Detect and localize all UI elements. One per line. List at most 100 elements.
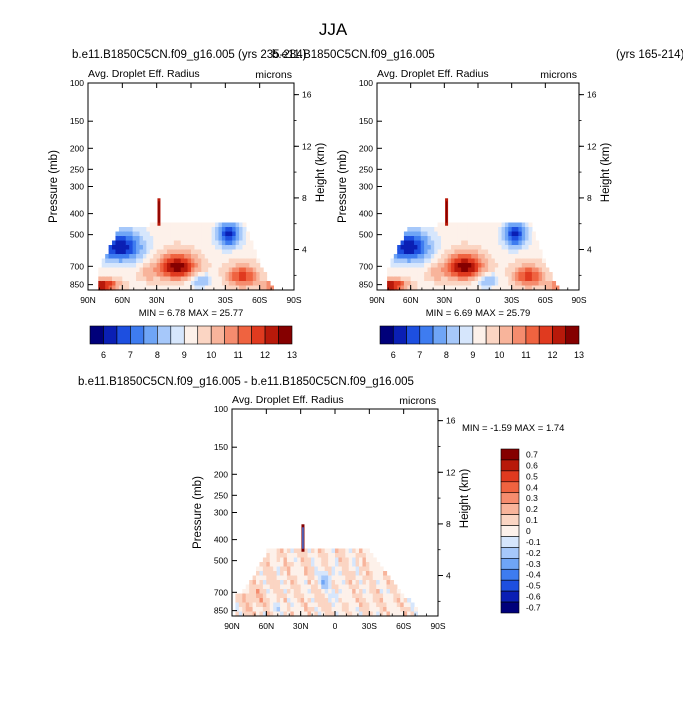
field-cell xyxy=(242,272,247,278)
field-cell xyxy=(420,236,425,242)
field-cell xyxy=(494,240,499,246)
field-cell xyxy=(393,276,398,282)
field-cell xyxy=(372,602,377,608)
field-cell xyxy=(328,598,333,604)
field-cell xyxy=(273,557,278,563)
field-cell xyxy=(314,548,319,554)
field-cell xyxy=(238,602,243,608)
field-cell xyxy=(467,272,472,278)
field-cell xyxy=(447,236,452,242)
field-cell xyxy=(170,227,175,233)
field-cell xyxy=(379,584,384,590)
field-cell xyxy=(276,566,281,572)
field-cell xyxy=(98,276,103,282)
field-cell xyxy=(239,272,244,278)
field-cell xyxy=(118,258,123,264)
field-cell xyxy=(376,571,381,577)
field-cell xyxy=(314,575,319,581)
field-cell xyxy=(136,258,141,264)
field-cell xyxy=(461,231,466,237)
x-tick-label: 60N xyxy=(259,621,275,631)
field-cell xyxy=(454,245,459,251)
field-cell xyxy=(118,285,123,291)
field-cell xyxy=(521,222,526,228)
field-cell xyxy=(447,285,452,291)
field-cell xyxy=(276,548,281,554)
field-cell xyxy=(139,236,144,242)
field-cell xyxy=(283,580,288,586)
field-cell xyxy=(177,236,182,242)
field-cell xyxy=(434,254,439,260)
field-cell xyxy=(420,231,425,237)
field-cell xyxy=(297,584,302,590)
field-cell xyxy=(504,276,509,282)
x-tick-label: 90N xyxy=(224,621,240,631)
field-cell xyxy=(256,258,261,264)
field-cell xyxy=(376,562,381,568)
field-cell xyxy=(491,249,496,255)
field-cell xyxy=(424,249,429,255)
field-cell xyxy=(146,263,151,269)
field-cell xyxy=(355,584,360,590)
field-cell xyxy=(105,258,110,264)
field-cell xyxy=(235,611,240,617)
field-cell xyxy=(283,607,288,613)
field-cell xyxy=(484,236,489,242)
field-cell xyxy=(112,263,117,269)
field-cell xyxy=(335,562,340,568)
field-cell xyxy=(245,281,250,287)
field-cell xyxy=(276,571,281,577)
field-cell xyxy=(156,231,161,237)
field-cell xyxy=(125,285,130,291)
field-cell xyxy=(400,272,405,278)
field-cell xyxy=(365,580,370,586)
field-cell xyxy=(484,263,489,269)
field-cell xyxy=(324,548,329,554)
field-cell xyxy=(204,285,209,291)
field-cell xyxy=(276,607,281,613)
field-cell xyxy=(491,254,496,260)
field-cell xyxy=(242,254,247,260)
field-cell xyxy=(156,285,161,291)
field-cell xyxy=(256,580,261,586)
field-cell xyxy=(262,571,267,577)
field-cell xyxy=(478,231,482,237)
field-cell xyxy=(528,245,533,251)
field-cell xyxy=(194,249,199,255)
field-cell xyxy=(403,245,408,251)
field-cell xyxy=(369,553,374,559)
colorbar-box xyxy=(446,325,460,345)
field-cell xyxy=(276,557,281,563)
field-cell xyxy=(525,281,530,287)
field-cell xyxy=(461,245,466,251)
field-cell xyxy=(535,245,540,251)
field-cell xyxy=(139,240,144,246)
field-cell xyxy=(484,281,489,287)
field-cell xyxy=(383,611,388,617)
colorbar-box xyxy=(485,325,500,345)
colorbar-box xyxy=(432,325,447,345)
field-cell xyxy=(252,263,257,269)
field-cell xyxy=(338,553,343,559)
units-label: microns xyxy=(255,69,292,81)
field-cell xyxy=(393,263,398,269)
field-cell xyxy=(400,240,405,246)
field-cell xyxy=(239,254,244,260)
field-cell xyxy=(393,272,398,278)
field-cell xyxy=(317,553,322,559)
field-cell xyxy=(414,254,418,260)
field-cell xyxy=(235,227,240,233)
field-cell xyxy=(304,593,309,599)
field-cell xyxy=(335,553,340,559)
field-cell xyxy=(324,593,329,599)
field-cell xyxy=(386,602,391,608)
field-cell xyxy=(437,267,442,273)
field-cell xyxy=(262,611,267,617)
field-cell xyxy=(437,254,442,260)
field-cell xyxy=(304,566,309,572)
field-cell xyxy=(232,254,237,260)
field-cell xyxy=(290,553,295,559)
field-cell xyxy=(457,231,462,237)
field-cell xyxy=(403,258,408,264)
field-cell xyxy=(307,598,312,604)
